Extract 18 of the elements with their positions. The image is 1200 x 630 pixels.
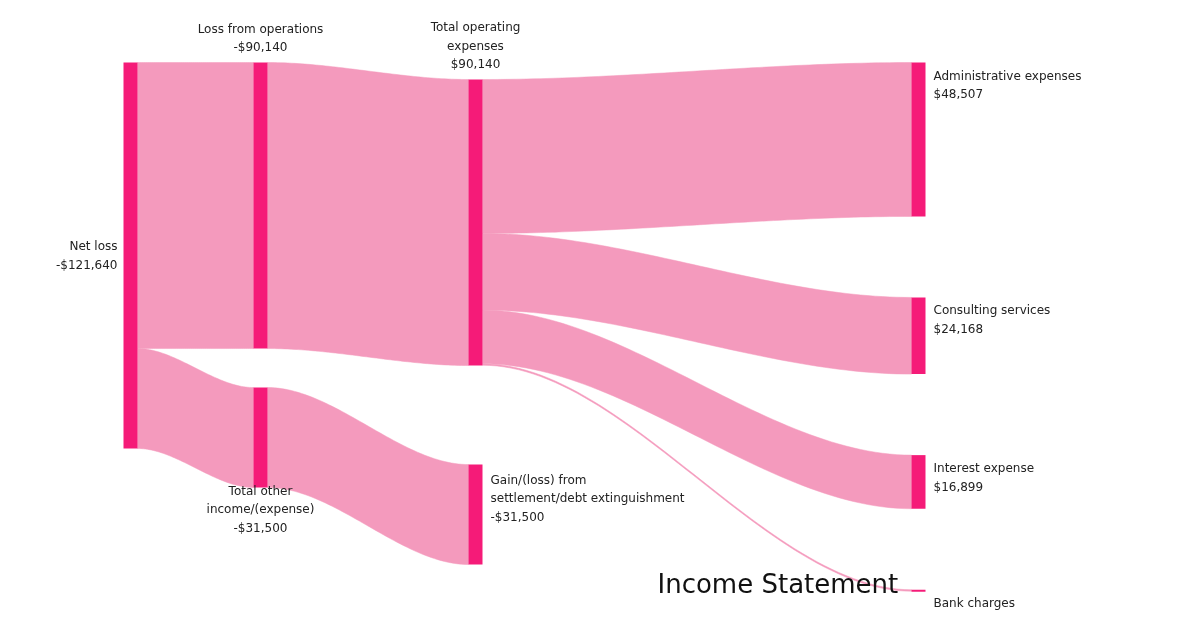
category-label: Total operating expenses [429, 19, 521, 53]
data-label: $16,899 [933, 480, 984, 495]
category-label: Consulting services [933, 303, 1051, 318]
text: Income Statement [657, 568, 899, 599]
category-label: Net loss [69, 239, 118, 254]
data-label: $24,168 [933, 322, 984, 337]
category-label: Bank charges [933, 595, 1015, 610]
data-label: -$90,140 [233, 40, 288, 55]
category-label: Total other income/(expense) [206, 483, 315, 517]
data-label: -$31,500 [233, 521, 288, 536]
data-label: -$31,500 [490, 510, 545, 525]
category-label: Gain/(loss) from settlement/debt extinguishment [490, 472, 685, 506]
category-label: Loss from operations [197, 21, 324, 36]
data-label: $48,507 [933, 87, 984, 102]
category-label: Administrative expenses [933, 68, 1082, 83]
data-label: -$121,640 [55, 257, 118, 272]
category-label: Interest expense [933, 461, 1035, 476]
data-label: $90,140 [450, 57, 501, 72]
